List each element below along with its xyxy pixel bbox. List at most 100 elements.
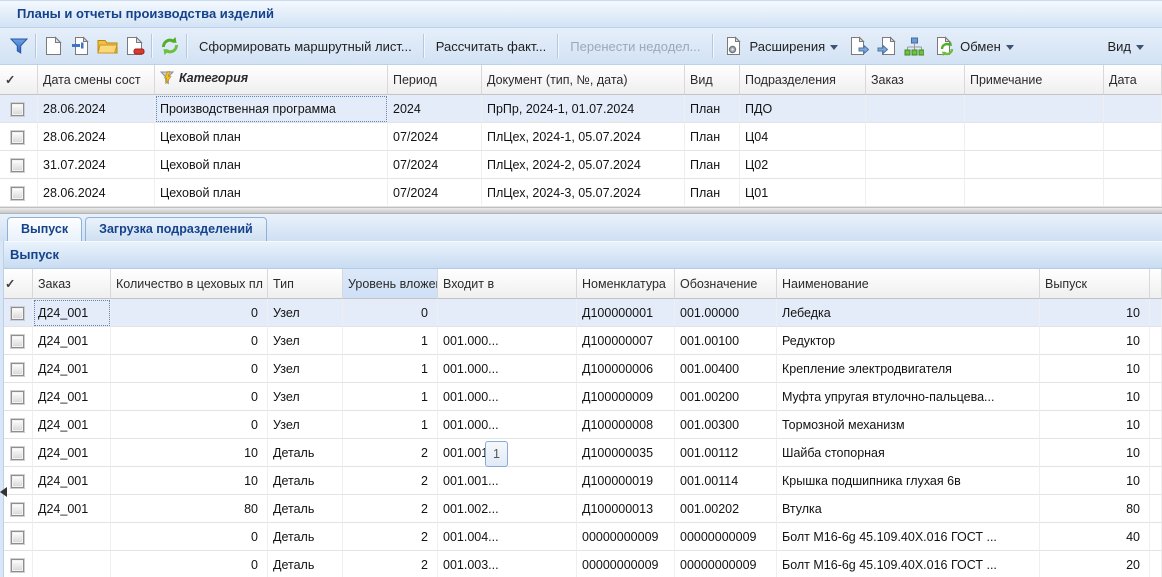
cell-date[interactable]: 28.06.2024 (38, 95, 155, 123)
cell-qty[interactable]: 0 (111, 383, 268, 411)
cell-order[interactable] (866, 123, 965, 151)
cell-note[interactable] (965, 123, 1104, 151)
cell-name[interactable]: Крепление электродвигателя (777, 355, 1040, 383)
cell-output[interactable]: 20 (1040, 551, 1150, 577)
cell-division[interactable]: Ц02 (740, 151, 866, 179)
col-header-order[interactable]: Заказ (33, 269, 111, 299)
cell-designation[interactable]: 00000000009 (675, 551, 777, 577)
cell-category[interactable]: Цеховой план (155, 179, 388, 207)
cell-nomenclature[interactable]: 00000000009 (577, 523, 675, 551)
cell-type[interactable]: Узел (268, 383, 343, 411)
refresh-icon[interactable] (156, 33, 183, 60)
cell-type[interactable]: Узел (268, 327, 343, 355)
cell-parent[interactable]: 001.004... (438, 523, 577, 551)
output-row[interactable]: Д24_001 0 Узел 1 001.000... Д100000007 0… (0, 327, 1162, 355)
row-checkbox[interactable] (11, 390, 24, 404)
col-header-output[interactable]: Выпуск (1040, 269, 1150, 299)
delete-document-icon[interactable] (121, 33, 148, 60)
cell-kind[interactable]: План (685, 123, 740, 151)
cell-type[interactable]: Деталь (268, 439, 343, 467)
cell-name[interactable]: Болт М16-6g 45.109.40Х.016 ГОСТ ... (777, 551, 1040, 577)
cell-order[interactable] (33, 551, 111, 577)
cell-kind[interactable]: План (685, 151, 740, 179)
cell-order[interactable]: Д24_001 (33, 495, 111, 523)
checkbox-cell[interactable] (0, 495, 33, 523)
checkbox-cell[interactable] (0, 327, 33, 355)
cell-designation[interactable]: 001.00112 (675, 439, 777, 467)
cell-order[interactable]: Д24_001 (33, 467, 111, 495)
cell-designation[interactable]: 001.00400 (675, 355, 777, 383)
col-header-date[interactable]: Дата смены сост (38, 65, 155, 95)
checkbox-cell[interactable] (0, 151, 38, 179)
cell-parent[interactable]: 001.000... (438, 383, 577, 411)
col-header-level[interactable]: Уровень вложен (343, 269, 438, 299)
cell-period[interactable]: 2024 (388, 95, 482, 123)
hierarchy-icon[interactable] (900, 33, 927, 60)
col-header-category[interactable]: Категория (155, 65, 388, 95)
plans-row[interactable]: 28.06.2024 Производственная программа 20… (0, 95, 1162, 123)
cell-nomenclature[interactable]: Д100000008 (577, 411, 675, 439)
cell-qty[interactable]: 0 (111, 327, 268, 355)
cell-type[interactable]: Узел (268, 411, 343, 439)
cell-name[interactable]: Редуктор (777, 327, 1040, 355)
cell-parent[interactable]: 001.003... (438, 551, 577, 577)
row-checkbox[interactable] (11, 558, 24, 572)
cell-nomenclature[interactable]: Д100000009 (577, 383, 675, 411)
cell-type[interactable]: Узел (268, 299, 343, 327)
checkbox-cell[interactable] (0, 123, 38, 151)
output-row[interactable]: Д24_001 10 Деталь 2 001.001... Д10000003… (0, 439, 1162, 467)
cell-nomenclature[interactable]: Д100000035 (577, 439, 675, 467)
cell-document[interactable]: ПлЦех, 2024-2, 05.07.2024 (482, 151, 685, 179)
cell-date[interactable]: 28.06.2024 (38, 123, 155, 151)
col-header-nomenclature[interactable]: Номенклатура (577, 269, 675, 299)
cell-qty[interactable]: 0 (111, 355, 268, 383)
col-header-name[interactable]: Наименование (777, 269, 1040, 299)
col-header-extra-date[interactable]: Дата (1104, 65, 1162, 95)
cell-order[interactable] (866, 179, 965, 207)
cell-period[interactable]: 07/2024 (388, 123, 482, 151)
cell-date[interactable]: 31.07.2024 (38, 151, 155, 179)
cell-document[interactable]: ПлЦех, 2024-1, 05.07.2024 (482, 123, 685, 151)
select-all-header[interactable]: ✓ (0, 269, 33, 299)
cell-level[interactable]: 2 (343, 467, 438, 495)
cell-qty[interactable]: 10 (111, 467, 268, 495)
cell-note[interactable] (965, 151, 1104, 179)
cell-parent[interactable] (438, 299, 577, 327)
cell-name[interactable]: Шайба стопорная (777, 439, 1040, 467)
cell-order[interactable] (33, 523, 111, 551)
cell-extra[interactable] (1104, 95, 1162, 123)
cell-type[interactable]: Деталь (268, 467, 343, 495)
row-checkbox[interactable] (11, 102, 24, 116)
cell-level[interactable]: 2 (343, 439, 438, 467)
cell-category[interactable]: Цеховой план (155, 151, 388, 179)
cell-qty[interactable]: 0 (111, 551, 268, 577)
cell-output[interactable]: 10 (1040, 327, 1150, 355)
row-checkbox[interactable] (11, 186, 24, 200)
cell-output[interactable]: 10 (1040, 355, 1150, 383)
col-header-order[interactable]: Заказ (866, 65, 965, 95)
panel-splitter[interactable] (0, 207, 1162, 214)
view-menu-button[interactable]: Вид (1099, 34, 1152, 59)
cell-output[interactable]: 10 (1040, 299, 1150, 327)
cell-name[interactable]: Втулка (777, 495, 1040, 523)
cell-division[interactable]: Ц04 (740, 123, 866, 151)
cell-level[interactable]: 1 (343, 327, 438, 355)
cell-extra[interactable] (1104, 123, 1162, 151)
cell-nomenclature[interactable]: Д100000007 (577, 327, 675, 355)
col-header-note[interactable]: Примечание (965, 65, 1104, 95)
cell-qty[interactable]: 0 (111, 411, 268, 439)
cell-nomenclature[interactable]: Д100000001 (577, 299, 675, 327)
checkbox-cell[interactable] (0, 411, 33, 439)
cell-qty[interactable]: 80 (111, 495, 268, 523)
cell-category[interactable]: Производственная программа (155, 95, 388, 123)
cell-order[interactable]: Д24_001 (33, 383, 111, 411)
col-header-type[interactable]: Тип (268, 269, 343, 299)
cell-category[interactable]: Цеховой план (155, 123, 388, 151)
checkbox-cell[interactable] (0, 299, 33, 327)
open-folder-icon[interactable] (94, 33, 121, 60)
left-collapse-strip[interactable] (0, 241, 4, 577)
collapse-left-icon[interactable] (0, 487, 7, 497)
cell-designation[interactable]: 001.00200 (675, 383, 777, 411)
cell-nomenclature[interactable]: Д100000006 (577, 355, 675, 383)
export-icon[interactable] (846, 33, 873, 60)
